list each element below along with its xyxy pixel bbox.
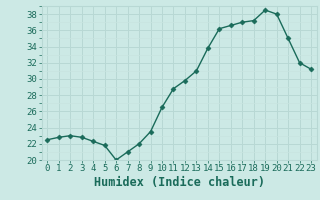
X-axis label: Humidex (Indice chaleur): Humidex (Indice chaleur) <box>94 176 265 189</box>
